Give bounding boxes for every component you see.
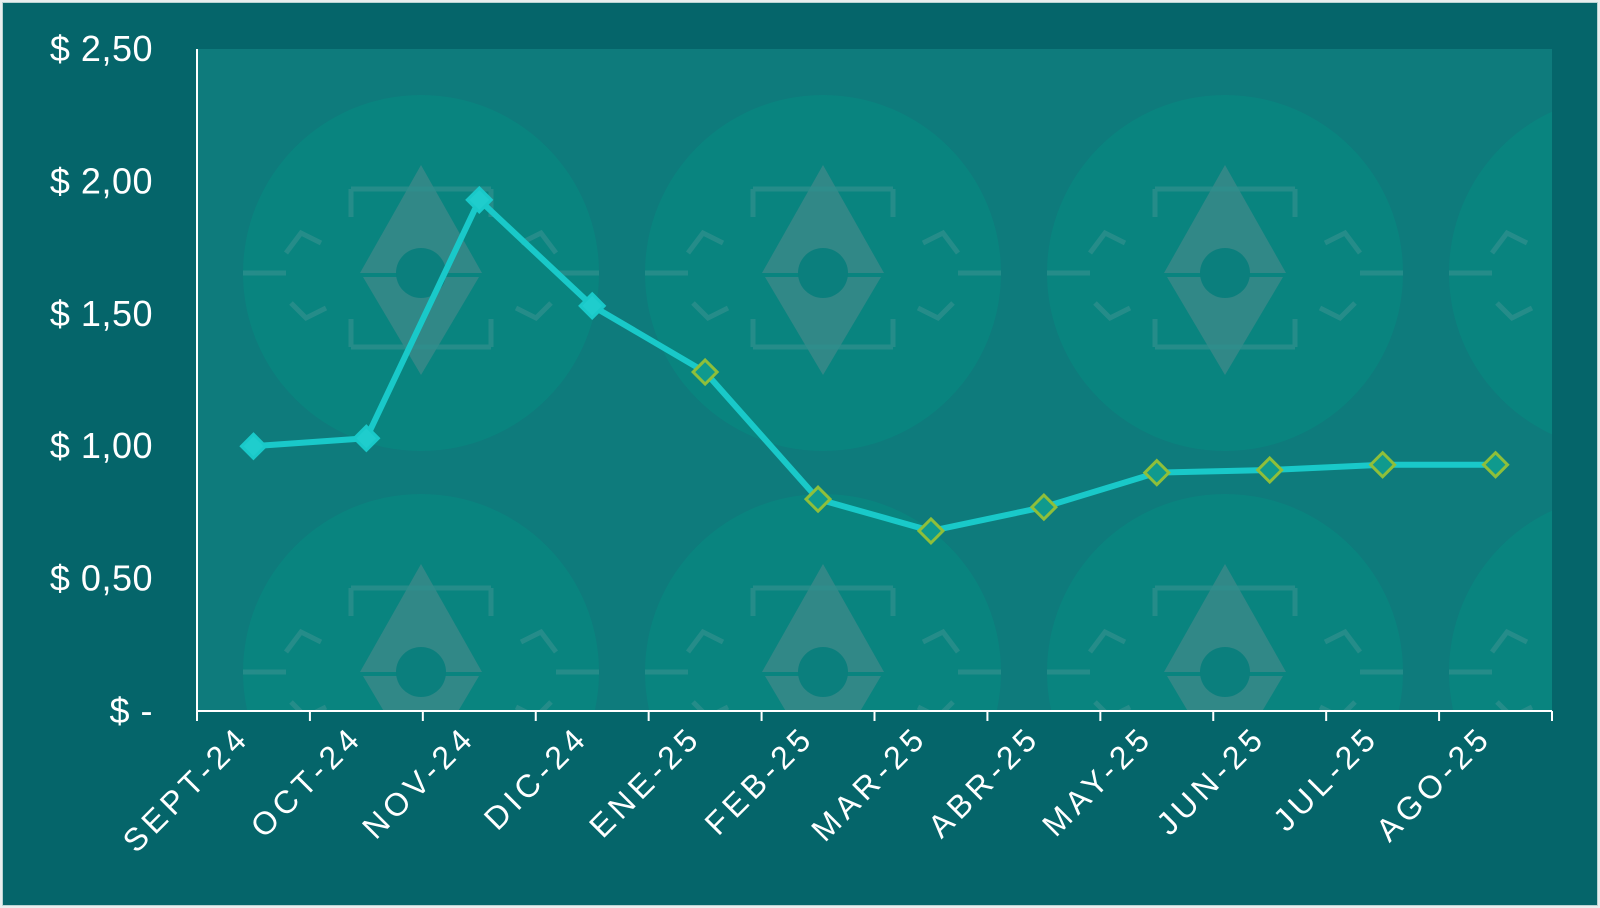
x-tick-label: DIC-24 bbox=[477, 718, 595, 836]
y-tick-label: $ 0,50 bbox=[50, 558, 153, 599]
price-line bbox=[250, 196, 1499, 534]
x-tick-label: ABR-25 bbox=[921, 718, 1047, 844]
y-axis-labels: $ - $ 0,50 $ 1,00 $ 1,50 $ 2,00 $ 2,50 bbox=[50, 28, 153, 731]
x-tick-label: OCT-24 bbox=[243, 718, 369, 844]
line-chart: $ - $ 0,50 $ 1,00 $ 1,50 $ 2,00 $ 2,50 SEPT-2… bbox=[50, 28, 1553, 859]
data-point-marker bbox=[239, 432, 268, 461]
y-tick-label: $ 1,00 bbox=[50, 425, 153, 466]
data-point-marker bbox=[578, 291, 607, 320]
y-tick-label: $ 2,50 bbox=[50, 28, 153, 69]
data-point-marker bbox=[803, 485, 833, 514]
y-tick-label: $ - bbox=[109, 690, 153, 731]
y-tick-label: $ 2,00 bbox=[50, 160, 153, 201]
x-tick-label: JUL-25 bbox=[1266, 718, 1386, 838]
data-point-marker bbox=[1029, 492, 1059, 522]
x-tick-label: SEPT-24 bbox=[116, 718, 257, 859]
data-point-marker bbox=[1142, 458, 1171, 487]
x-axis-labels: SEPT-24OCT-24NOV-24DIC-24ENE-25FEB-25MAR… bbox=[116, 718, 1499, 859]
data-point-marker bbox=[1368, 450, 1397, 479]
y-tick-label: $ 1,50 bbox=[50, 293, 153, 334]
x-tick-label: MAY-25 bbox=[1035, 718, 1160, 843]
data-point-marker bbox=[465, 185, 494, 215]
x-tick-label: MAR-25 bbox=[804, 718, 934, 848]
data-point-marker bbox=[691, 357, 720, 387]
x-tick-label: FEB-25 bbox=[698, 718, 821, 841]
x-tick-label: NOV-24 bbox=[355, 718, 482, 845]
data-point-marker bbox=[1255, 455, 1284, 485]
series-markers bbox=[239, 185, 1510, 546]
chart-axes bbox=[196, 49, 1553, 721]
data-point-marker bbox=[916, 516, 946, 546]
x-tick-label: JUN-25 bbox=[1149, 718, 1272, 841]
x-tick-label: ENE-25 bbox=[582, 718, 708, 844]
plot-area bbox=[197, 49, 1552, 711]
data-point-marker bbox=[352, 424, 381, 453]
data-point-marker bbox=[1481, 450, 1510, 479]
x-tick-label: AGO-25 bbox=[1369, 718, 1499, 848]
series-line bbox=[250, 196, 1499, 534]
